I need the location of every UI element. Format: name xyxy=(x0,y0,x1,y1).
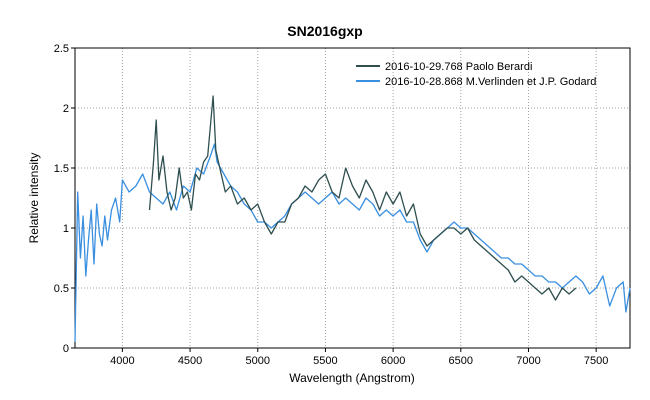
x-tick-label: 5000 xyxy=(246,355,270,367)
x-tick-label: 5500 xyxy=(313,355,337,367)
x-tick-label: 4500 xyxy=(178,355,202,367)
y-tick-label: 1 xyxy=(63,223,69,235)
series-line-berardi xyxy=(148,95,577,301)
x-tick-label: 7500 xyxy=(584,355,608,367)
plot-area-frame xyxy=(74,47,631,349)
x-tick-label: 6000 xyxy=(381,355,405,367)
y-tick-label: 0.5 xyxy=(54,283,69,295)
x-tick-label: 4000 xyxy=(110,355,134,367)
y-tick-label: 2.5 xyxy=(54,43,69,55)
series-line-verlinden xyxy=(74,143,631,343)
x-axis-label: Wavelength (Angstrom) xyxy=(289,371,415,385)
x-tick-label: 6500 xyxy=(449,355,473,367)
tick-layer: 4000 4500 5000 5500 6000 6500 7000 7500 0 0.5 1 1.5… xyxy=(54,43,609,367)
legend: 2016-10-29.768 Paolo Berardi 2016-10-28.… xyxy=(356,61,596,88)
legend-label-verlinden: 2016-10-28.868 M.Verlinden et J.P. Godar… xyxy=(385,76,596,88)
y-tick-label: 0 xyxy=(63,343,69,355)
y-tick-label: 2 xyxy=(63,103,69,115)
chart-title: SN2016gxp xyxy=(287,23,362,39)
grid-layer xyxy=(75,47,630,349)
y-axis-label: Relative intensity xyxy=(27,153,41,244)
y-tick-label: 1.5 xyxy=(54,163,69,175)
series-layer xyxy=(74,95,631,343)
legend-label-berardi: 2016-10-29.768 Paolo Berardi xyxy=(385,61,532,73)
x-tick-label: 7000 xyxy=(516,355,540,367)
